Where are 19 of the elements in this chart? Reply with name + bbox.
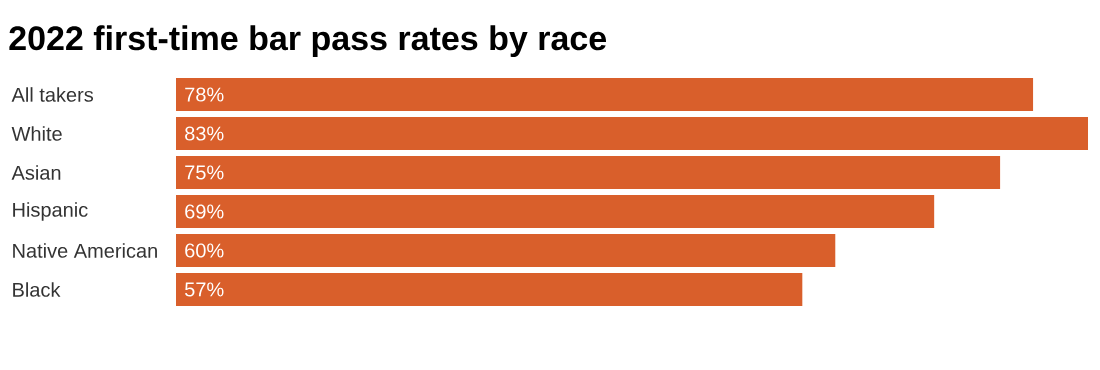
bar [176, 234, 836, 268]
y-tick-label: White [11, 126, 62, 141]
bar [176, 156, 1001, 190]
data-label: 78% [185, 87, 224, 102]
chart-title: 2022 first-time bar pass rates by race [9, 25, 607, 58]
y-tick-label: Hispanic [13, 202, 88, 221]
y-tick-label: All takers [11, 87, 94, 102]
y-tick-label: Asian [11, 165, 61, 180]
data-label: 83% [185, 126, 224, 141]
bar [176, 78, 1034, 112]
bar [176, 273, 803, 307]
data-label: 60% [185, 243, 224, 258]
data-label: 57% [185, 282, 224, 297]
bar [176, 117, 1089, 150]
data-label: 69% [185, 204, 224, 219]
bar [176, 195, 935, 229]
y-tick-label: Black [13, 282, 61, 297]
data-label: 75% [185, 165, 224, 180]
y-tick-label: Native American [13, 243, 157, 258]
